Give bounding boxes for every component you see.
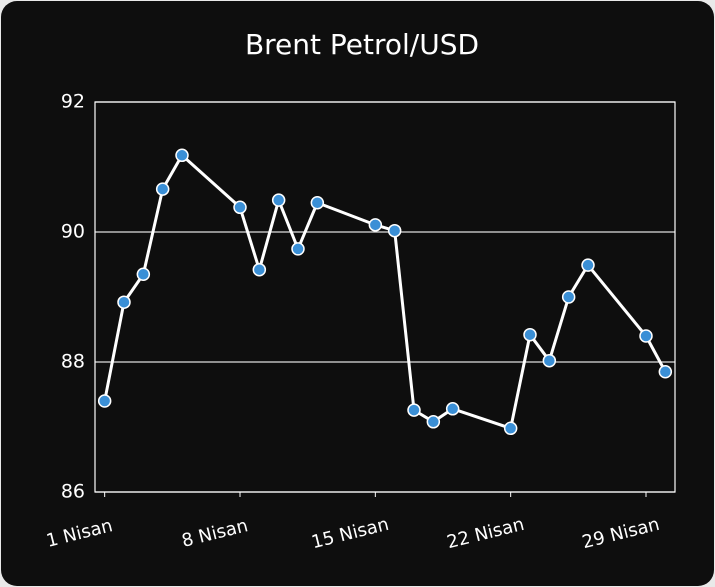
point [426, 415, 441, 429]
y-tick-label: 88 [61, 351, 85, 373]
y-tick-label: 86 [61, 481, 85, 503]
point [407, 403, 421, 417]
point [523, 327, 537, 342]
point [561, 290, 576, 304]
point [252, 262, 267, 277]
point [136, 267, 151, 281]
point [387, 223, 402, 238]
point [639, 329, 653, 343]
point [445, 402, 460, 416]
point [291, 242, 305, 256]
point [233, 200, 247, 215]
point [368, 218, 383, 232]
point [503, 421, 518, 436]
point [175, 148, 189, 163]
point [155, 182, 170, 196]
point [117, 295, 131, 309]
line [103, 153, 667, 430]
point [581, 258, 595, 272]
point [97, 394, 112, 408]
point [310, 196, 325, 210]
chart-title: Brent Petrol/USD [245, 28, 479, 61]
y-tick-label: 90 [61, 221, 85, 243]
y-tick-label: 92 [61, 91, 85, 113]
plot-border [94, 101, 676, 493]
point [271, 193, 286, 207]
point [542, 353, 557, 368]
point [658, 365, 673, 379]
